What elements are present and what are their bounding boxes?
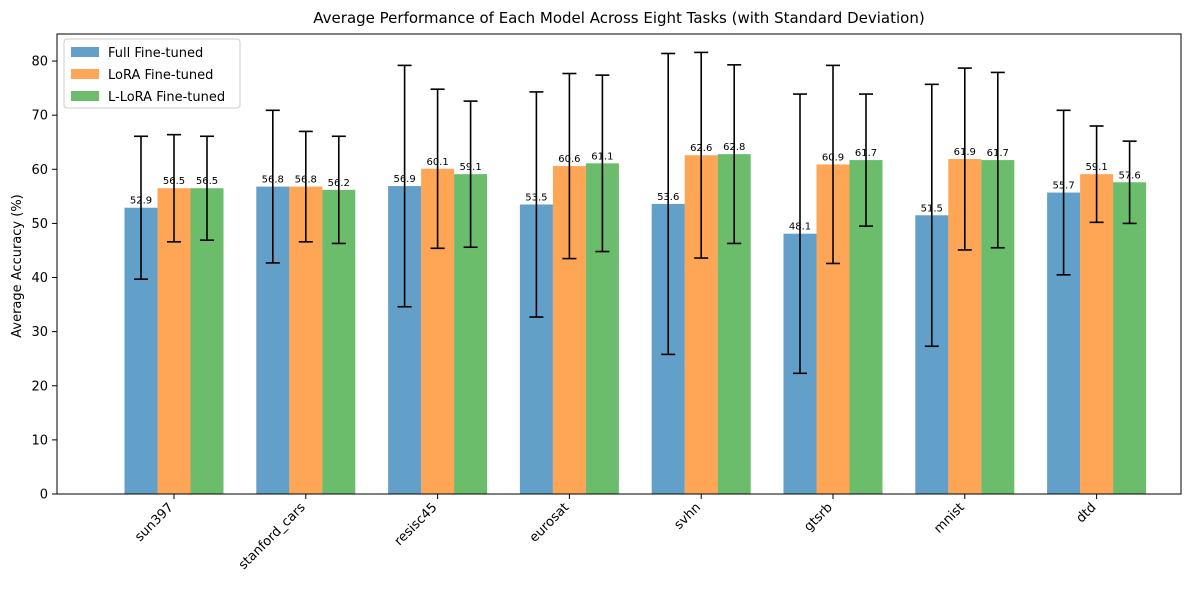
data-label: 61.1 (591, 151, 613, 162)
data-label: 59.1 (1085, 162, 1107, 173)
y-tick-label: 80 (31, 55, 48, 70)
legend-swatch (71, 47, 99, 57)
data-label: 56.5 (163, 176, 185, 187)
y-tick-label: 10 (31, 433, 48, 448)
data-label: 61.9 (954, 147, 976, 158)
legend-swatch (71, 69, 99, 79)
data-label: 60.1 (426, 157, 448, 168)
legend: Full Fine-tuned LoRA Fine-tuned L-LoRA Fin… (64, 39, 240, 108)
data-label: 62.8 (723, 142, 745, 153)
y-tick-label: 40 (31, 271, 48, 286)
x-tick-label: mnist (931, 500, 967, 536)
data-label: 53.6 (657, 192, 679, 203)
data-label: 60.6 (558, 154, 580, 165)
data-label: 51.5 (921, 203, 943, 214)
data-label: 61.7 (855, 148, 877, 159)
y-tick-label: 70 (31, 109, 48, 124)
data-label: 52.9 (130, 196, 152, 207)
x-tick-label: stanford_cars (236, 500, 309, 573)
y-axis-label: Average Accuracy (%) (10, 194, 25, 338)
legend-label: L-LoRA Fine-tuned (108, 90, 225, 105)
data-label: 60.9 (822, 152, 844, 163)
x-tick-label: dtd (1074, 500, 1100, 526)
x-tick-label: gtsrb (801, 500, 835, 534)
x-tick-label: eurosat (527, 500, 572, 545)
legend-swatch (71, 91, 99, 101)
data-label: 56.5 (196, 176, 218, 187)
y-tick-label: 20 (31, 379, 48, 394)
data-label: 56.8 (295, 175, 317, 186)
data-label: 56.2 (328, 178, 350, 189)
bar (1113, 182, 1146, 494)
legend-label: Full Fine-tuned (108, 46, 203, 61)
y-tick-label: 60 (31, 163, 48, 178)
data-label: 57.6 (1118, 170, 1140, 181)
x-tick-label: resisc45 (392, 500, 441, 549)
y-tick-label: 50 (31, 217, 48, 232)
bars-layer (125, 154, 1147, 494)
data-label: 59.1 (459, 162, 481, 173)
y-tick-label: 30 (31, 325, 48, 340)
data-label: 55.7 (1052, 181, 1074, 192)
chart-title: Average Performance of Each Model Across… (313, 9, 924, 27)
data-label: 53.5 (525, 192, 547, 203)
data-label: 61.7 (987, 148, 1009, 159)
data-label: 62.6 (690, 143, 712, 154)
x-tick-label: sun397 (132, 500, 177, 545)
data-label: 56.9 (393, 174, 415, 185)
data-label: 48.1 (789, 222, 811, 233)
data-label: 56.8 (262, 175, 284, 186)
x-tick-label: svhn (672, 500, 704, 532)
y-tick-label: 0 (40, 488, 48, 503)
legend-label: LoRA Fine-tuned (108, 68, 213, 83)
